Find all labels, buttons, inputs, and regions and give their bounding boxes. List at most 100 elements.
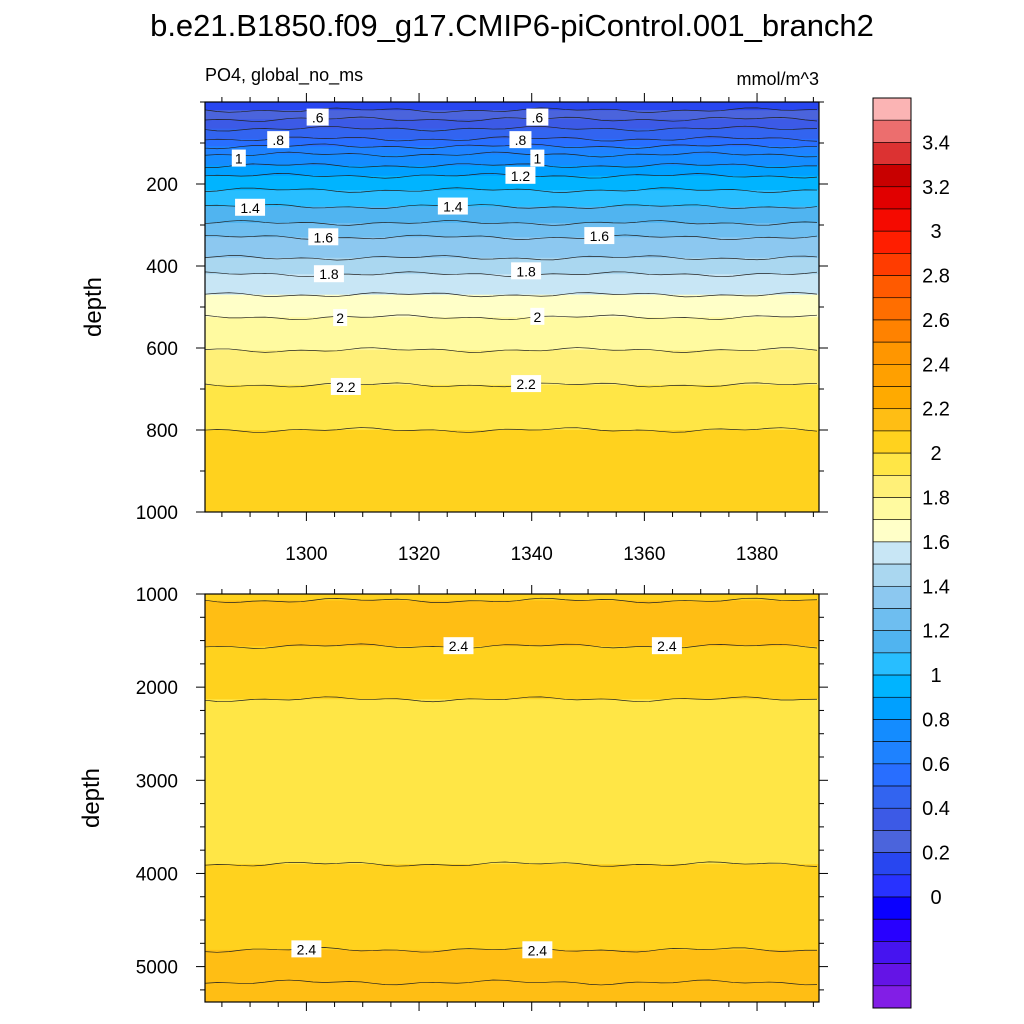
contour-label-text: .8 <box>515 132 527 148</box>
colorbar: 3.4 3.2 3 2.8 2.6 2.4 2.2 2 1.8 1.6 1.4 1.2 1 0.8 0.6 0… <box>872 97 950 1009</box>
bottom-panel-contour-labels: 2.4 2.4 2.4 2.4 <box>291 637 682 959</box>
contour-label-box <box>235 198 266 216</box>
contour-label-box <box>330 377 361 395</box>
colorbar-box <box>872 630 912 654</box>
colorbar-box <box>872 164 912 188</box>
contour-fill-band <box>205 274 819 296</box>
colorbar-label: 0 <box>930 887 941 909</box>
contour-label: .6 <box>526 108 549 126</box>
y-tick-label: 5000 <box>136 958 178 979</box>
contour-line <box>205 203 818 209</box>
y-tick-label: 800 <box>146 421 178 442</box>
contour-fill-band <box>205 982 819 1002</box>
contour-label-text: 1.8 <box>516 263 536 279</box>
contour-label: 1.4 <box>437 197 468 215</box>
contour-fill-band <box>205 190 819 208</box>
colorbar-box <box>872 430 912 454</box>
colorbar-box <box>872 186 912 210</box>
contour-label-box <box>267 131 290 149</box>
contour-fill-band <box>205 594 819 602</box>
contour-fill-band <box>205 864 819 951</box>
colorbar-box <box>872 696 912 720</box>
contour-line <box>205 143 818 150</box>
colorbar-box <box>872 230 912 254</box>
contour-label: 2.4 <box>522 941 553 959</box>
contour-label-text: 2 <box>533 309 541 325</box>
contour-line <box>205 979 818 986</box>
contour-label-text: 1.4 <box>443 199 463 215</box>
colorbar-box <box>872 275 912 299</box>
bottom-y-axis-label: depth <box>78 768 105 828</box>
colorbar-box <box>872 963 912 987</box>
y-tick-label: 2000 <box>136 678 178 699</box>
contour-label: 1.4 <box>235 198 266 216</box>
contour-label: 2.2 <box>511 375 542 393</box>
contour-label-text: 2.4 <box>297 941 317 957</box>
colorbar-label: 1.8 <box>922 488 950 510</box>
colorbar-box <box>872 541 912 565</box>
figure-title: b.e21.B1850.f09_g17.CMIP6-piControl.001_… <box>150 8 874 43</box>
contour-fill-band <box>205 317 819 351</box>
x-tick-label: 1300 <box>285 544 327 565</box>
contour-fill-band <box>205 110 819 120</box>
contour-label: 1 <box>231 149 246 167</box>
colorbar-label: 3.4 <box>922 132 950 154</box>
colorbar-box <box>872 408 912 432</box>
top-panel-contour-lines <box>205 107 818 433</box>
contour-fill-band <box>205 154 819 167</box>
contour-label-text: 1.2 <box>511 168 531 184</box>
colorbar-box <box>872 97 912 121</box>
bottom-panel-ticks: 1000 2000 3000 4000 5000 <box>136 585 828 1011</box>
contour-label: 2.4 <box>651 637 682 655</box>
colorbar-box <box>872 807 912 831</box>
colorbar-label: 1.4 <box>922 576 950 598</box>
y-tick-label: 1000 <box>136 503 178 524</box>
units-label: mmol/m^3 <box>737 69 819 89</box>
contour-label: 2.4 <box>443 637 474 655</box>
colorbar-label: 2.8 <box>922 266 950 288</box>
contour-label-text: 1.8 <box>319 266 339 282</box>
contour-line <box>205 255 818 261</box>
contour-line <box>205 136 818 142</box>
colorbar-box <box>872 585 912 609</box>
contour-line <box>205 314 818 321</box>
colorbar-box <box>872 896 912 920</box>
colorbar-box <box>872 719 912 742</box>
colorbar-label: 0.6 <box>922 754 950 776</box>
contour-label: .6 <box>306 108 329 126</box>
colorbar-box <box>872 763 912 787</box>
contour-label-text: 1.6 <box>314 229 334 245</box>
colorbar-label: 2.6 <box>922 310 950 332</box>
contour-line <box>205 173 818 179</box>
contour-line <box>205 107 818 113</box>
contour-label: 1.8 <box>313 265 344 283</box>
contour-label-box <box>313 265 344 283</box>
top-panel-ticks: 1300 1320 1340 1360 1380 200 400 600 800 1000 <box>136 93 828 565</box>
contour-label-box <box>291 940 322 958</box>
colorbar-box <box>872 941 912 964</box>
x-tick-label: 1360 <box>623 544 665 565</box>
top-y-axis-label: depth <box>80 277 107 337</box>
contour-line <box>205 643 818 649</box>
x-tick-label: 1380 <box>736 544 778 565</box>
contour-fill-band <box>205 384 819 431</box>
contour-fill-band <box>205 146 819 156</box>
colorbar-label: 3 <box>930 221 941 243</box>
colorbar-box <box>872 341 912 365</box>
y-tick-label: 200 <box>146 175 178 196</box>
colorbar-box <box>872 364 912 387</box>
contour-label: 1.6 <box>308 228 339 246</box>
contour-label-box <box>530 149 545 167</box>
y-tick-label: 3000 <box>136 771 178 792</box>
contour-fill-band <box>205 119 819 130</box>
colorbar-box <box>872 674 912 698</box>
contour-line <box>205 187 818 193</box>
contour-label-text: .8 <box>272 132 284 148</box>
contour-label-box <box>522 941 553 959</box>
bottom-panel-frame <box>204 593 820 1003</box>
bottom-panel: 2.4 2.4 2.4 2.4 1000 2000 3000 4000 5000 depth <box>78 585 828 1011</box>
colorbar-label: 2.2 <box>922 399 950 421</box>
colorbar-box <box>872 452 912 476</box>
contour-fill-band <box>205 430 819 512</box>
